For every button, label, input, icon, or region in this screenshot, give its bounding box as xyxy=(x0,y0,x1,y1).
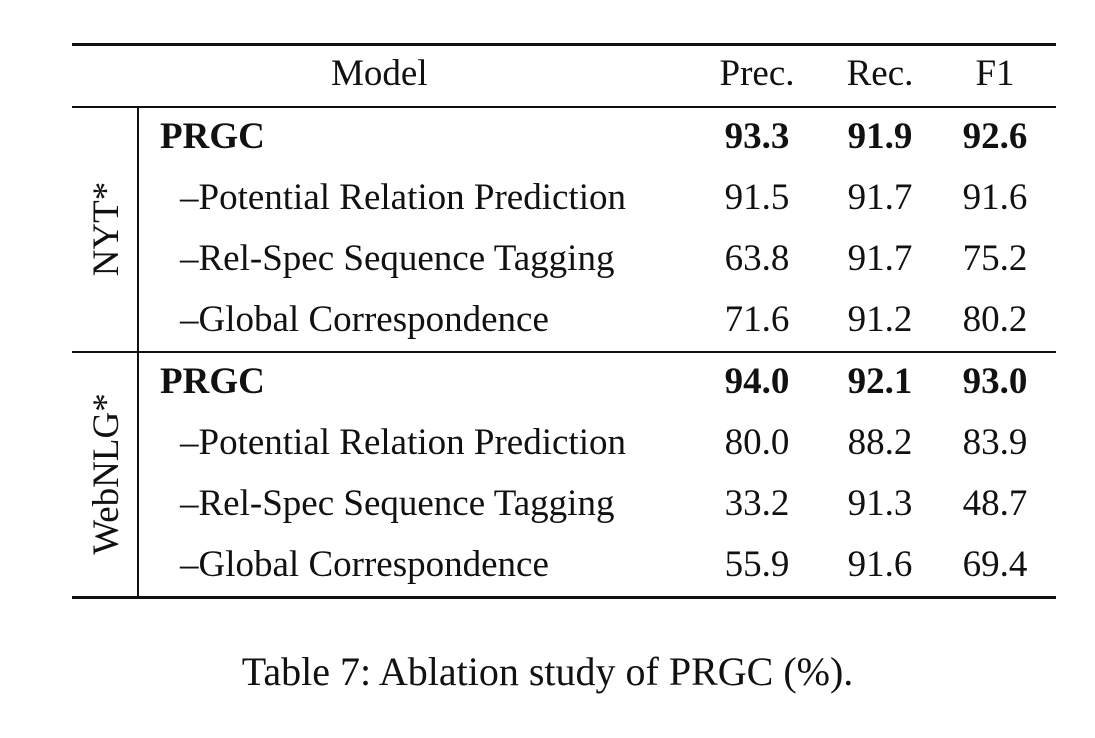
table-caption: Table 7: Ablation study of PRGC (%). xyxy=(241,649,854,694)
row-f1: 80.2 xyxy=(962,299,1028,340)
row-f1: 75.2 xyxy=(962,238,1028,279)
row-rec: 91.7 xyxy=(847,177,913,218)
row-model: –Potential Relation Prediction xyxy=(180,422,626,463)
row-rec: 91.3 xyxy=(847,483,913,524)
row-rec: 92.1 xyxy=(847,361,913,402)
header-prec: Prec. xyxy=(719,53,795,94)
table-vertical-rule xyxy=(137,107,139,597)
row-prec: 91.5 xyxy=(724,177,790,218)
row-prec: 93.3 xyxy=(724,116,790,157)
table-bottom-rule xyxy=(72,596,1056,599)
row-model: –Global Correspondence xyxy=(180,299,549,340)
row-rec: 91.9 xyxy=(847,116,913,157)
row-prec: 71.6 xyxy=(724,299,790,340)
row-prec: 63.8 xyxy=(724,238,790,279)
row-prec: 33.2 xyxy=(724,483,790,524)
row-model: –Rel-Spec Sequence Tagging xyxy=(180,238,615,279)
row-prec: 80.0 xyxy=(724,422,790,463)
table-header-rule xyxy=(72,106,1056,108)
header-model: Model xyxy=(331,53,428,94)
row-f1: 92.6 xyxy=(962,116,1028,157)
row-model: PRGC xyxy=(160,116,265,157)
row-prec: 55.9 xyxy=(724,544,790,585)
row-model: –Rel-Spec Sequence Tagging xyxy=(180,483,615,524)
row-prec: 94.0 xyxy=(724,361,790,402)
row-model: –Global Correspondence xyxy=(180,544,549,585)
row-f1: 83.9 xyxy=(962,422,1028,463)
row-f1: 69.4 xyxy=(962,544,1028,585)
row-rec: 91.2 xyxy=(847,299,913,340)
header-f1: F1 xyxy=(975,53,1015,94)
group-label-nyt: NYT* xyxy=(86,181,127,277)
table-group-divider xyxy=(72,351,1056,353)
row-rec: 88.2 xyxy=(847,422,913,463)
row-f1: 48.7 xyxy=(962,483,1028,524)
table-top-rule xyxy=(72,43,1056,46)
row-f1: 93.0 xyxy=(962,361,1028,402)
row-model: PRGC xyxy=(160,361,265,402)
header-rec: Rec. xyxy=(846,53,914,94)
row-model: –Potential Relation Prediction xyxy=(180,177,626,218)
group-label-webnlg: WebNLG* xyxy=(86,393,127,555)
row-rec: 91.6 xyxy=(847,544,913,585)
row-rec: 91.7 xyxy=(847,238,913,279)
row-f1: 91.6 xyxy=(962,177,1028,218)
